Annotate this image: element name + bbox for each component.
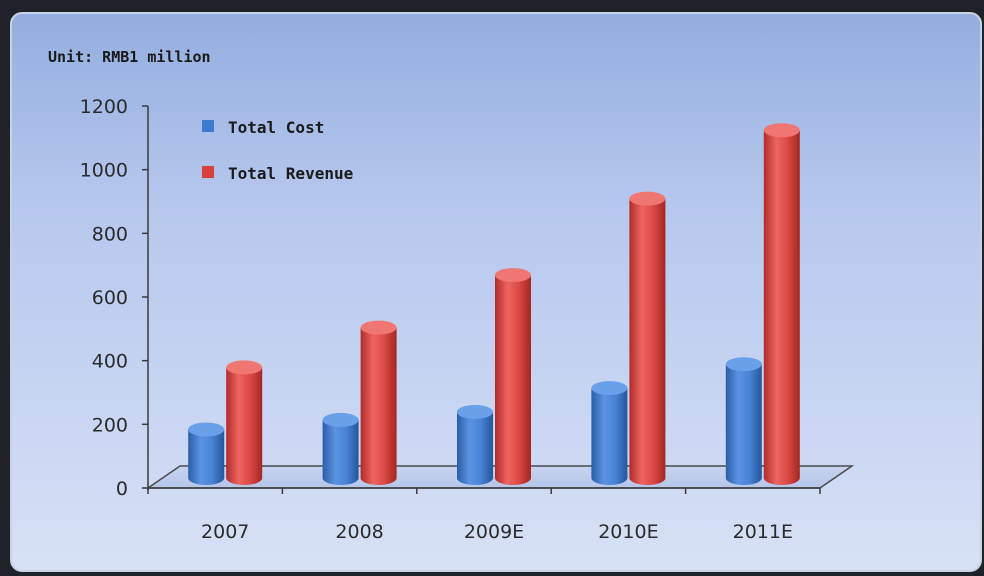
- bar-total-revenue: [763, 123, 800, 486]
- bars-group: [188, 123, 800, 486]
- y-tick-label: 0: [116, 478, 128, 500]
- bar-total-cost: [725, 357, 762, 486]
- bar-total-cost-cap: [457, 404, 493, 419]
- bar-total-revenue-body: [763, 130, 800, 486]
- bar-total-revenue: [495, 268, 531, 485]
- legend-swatch-cost: [202, 120, 214, 132]
- bar-chart: Unit: RMB1 million 0 200 400 600 800 1000 1200…: [48, 48, 855, 543]
- x-tick-label: 2007: [201, 521, 249, 543]
- bar-total-revenue-body: [495, 275, 531, 485]
- bar-total-revenue: [360, 320, 397, 486]
- x-axis-ticks: 2007 2008 2009E 2010E 2011E: [147, 488, 821, 543]
- legend-label-revenue: Total Revenue: [228, 164, 353, 183]
- bar-total-cost-body: [591, 388, 628, 486]
- y-tick-label: 1200: [80, 96, 128, 118]
- bar-total-cost-body: [188, 429, 225, 486]
- bar-total-cost-cap: [725, 357, 762, 372]
- y-tick-label: 1000: [80, 160, 128, 182]
- y-tick-label: 600: [92, 287, 128, 309]
- bar-total-revenue-cap: [763, 123, 800, 138]
- y-tick-label: 400: [92, 351, 128, 373]
- bar-total-cost-body: [457, 411, 493, 485]
- x-tick-label: 2009E: [464, 521, 524, 543]
- bar-total-revenue-body: [360, 327, 397, 486]
- legend: Total Cost Total Revenue: [202, 118, 353, 183]
- bar-total-cost: [457, 404, 493, 485]
- y-tick-label: 200: [92, 414, 128, 436]
- bar-total-revenue: [226, 360, 263, 486]
- legend-swatch-revenue: [202, 166, 214, 178]
- y-axis-ticks: 0 200 400 600 800 1000 1200: [80, 96, 148, 500]
- bar-total-cost-body: [322, 419, 359, 486]
- legend-label-cost: Total Cost: [228, 118, 324, 137]
- bar-total-revenue-body: [629, 198, 666, 486]
- bar-total-cost: [591, 381, 628, 486]
- bar-total-revenue-body: [226, 367, 263, 486]
- x-tick-label: 2011E: [733, 521, 793, 543]
- bar-total-revenue-cap: [360, 320, 397, 335]
- bar-total-cost: [188, 422, 225, 486]
- bar-total-cost-cap: [591, 381, 628, 396]
- bar-total-cost-cap: [188, 422, 225, 437]
- bar-total-revenue-cap: [495, 268, 531, 283]
- x-tick-label: 2008: [335, 521, 383, 543]
- x-tick-label: 2010E: [598, 521, 658, 543]
- bar-total-revenue-cap: [629, 191, 666, 206]
- bar-total-cost: [322, 412, 359, 486]
- bar-total-revenue: [629, 191, 666, 486]
- chart-panel: Unit: RMB1 million 0 200 400 600 800 1000 1200…: [10, 12, 982, 572]
- bar-total-revenue-cap: [226, 360, 263, 375]
- y-tick-label: 800: [92, 223, 128, 245]
- unit-label: Unit: RMB1 million: [48, 48, 211, 66]
- bar-total-cost-body: [725, 364, 762, 486]
- bar-total-cost-cap: [322, 412, 359, 427]
